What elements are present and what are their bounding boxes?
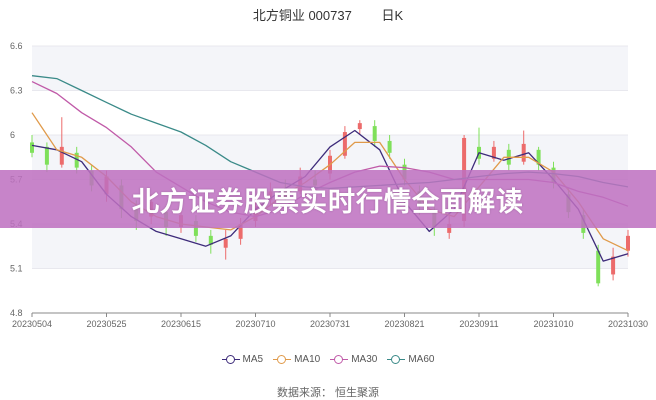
candle-down [372,126,377,141]
candle-up [357,123,362,130]
x-tick-label: 20231010 [533,319,573,329]
candle-down [596,250,601,284]
y-tick-label: 6 [10,130,15,140]
x-tick-label: 20230525 [86,319,126,329]
y-tick-label: 4.8 [10,308,23,318]
candle-up [447,224,452,233]
candle-down [74,152,79,168]
candle-up [626,235,630,251]
candle-down [44,146,49,165]
headline-text: 北方证券股票实时行情全面解读 [132,186,524,218]
period-label: 日K [381,8,404,23]
candle-up [59,146,64,165]
x-tick-label: 20230615 [161,319,201,329]
x-tick-label: 20230821 [384,319,424,329]
x-tick-label: 20230911 [459,319,498,329]
x-tick-label: 20230504 [12,319,52,329]
legend-item-ma60[interactable]: MA60 [387,354,434,365]
legend-item-ma5[interactable]: MA5 [221,354,263,365]
legend-marker-icon [273,354,292,365]
grid-band [32,46,628,91]
candle-up [223,238,228,248]
candle-down [208,235,213,245]
candle-up [491,146,496,159]
legend-item-ma10[interactable]: MA10 [273,354,320,365]
data-source: 数据来源： 恒生聚源 [276,387,380,399]
headline-banner: 北方证券股票实时行情全面解读 [0,170,656,228]
legend-marker-icon [387,354,406,365]
legend-item-ma30[interactable]: MA30 [330,354,377,365]
y-tick-label: 5.1 [10,264,23,274]
candle-down [536,149,541,165]
candle-up [521,143,526,162]
candle-up [611,256,616,275]
stock-name: 北方铜业 000737 [252,8,352,23]
candle-down [30,142,34,153]
grid-band [32,224,628,269]
candle-up [342,132,347,156]
x-tick-label: 20230710 [235,319,275,329]
legend-marker-icon [221,354,240,365]
x-tick-label: 20231030 [608,319,648,329]
candle-down [193,221,198,236]
candle-up [238,224,243,239]
x-tick-label: 20230731 [310,319,350,329]
legend-marker-icon [330,354,349,365]
y-tick-label: 6.6 [10,41,23,51]
candle-down [387,140,392,153]
y-tick-label: 6.3 [10,86,23,96]
legend: MA5 MA10 MA30 MA60 [0,354,656,365]
chart-title: 北方铜业 000737 日K [0,5,656,24]
